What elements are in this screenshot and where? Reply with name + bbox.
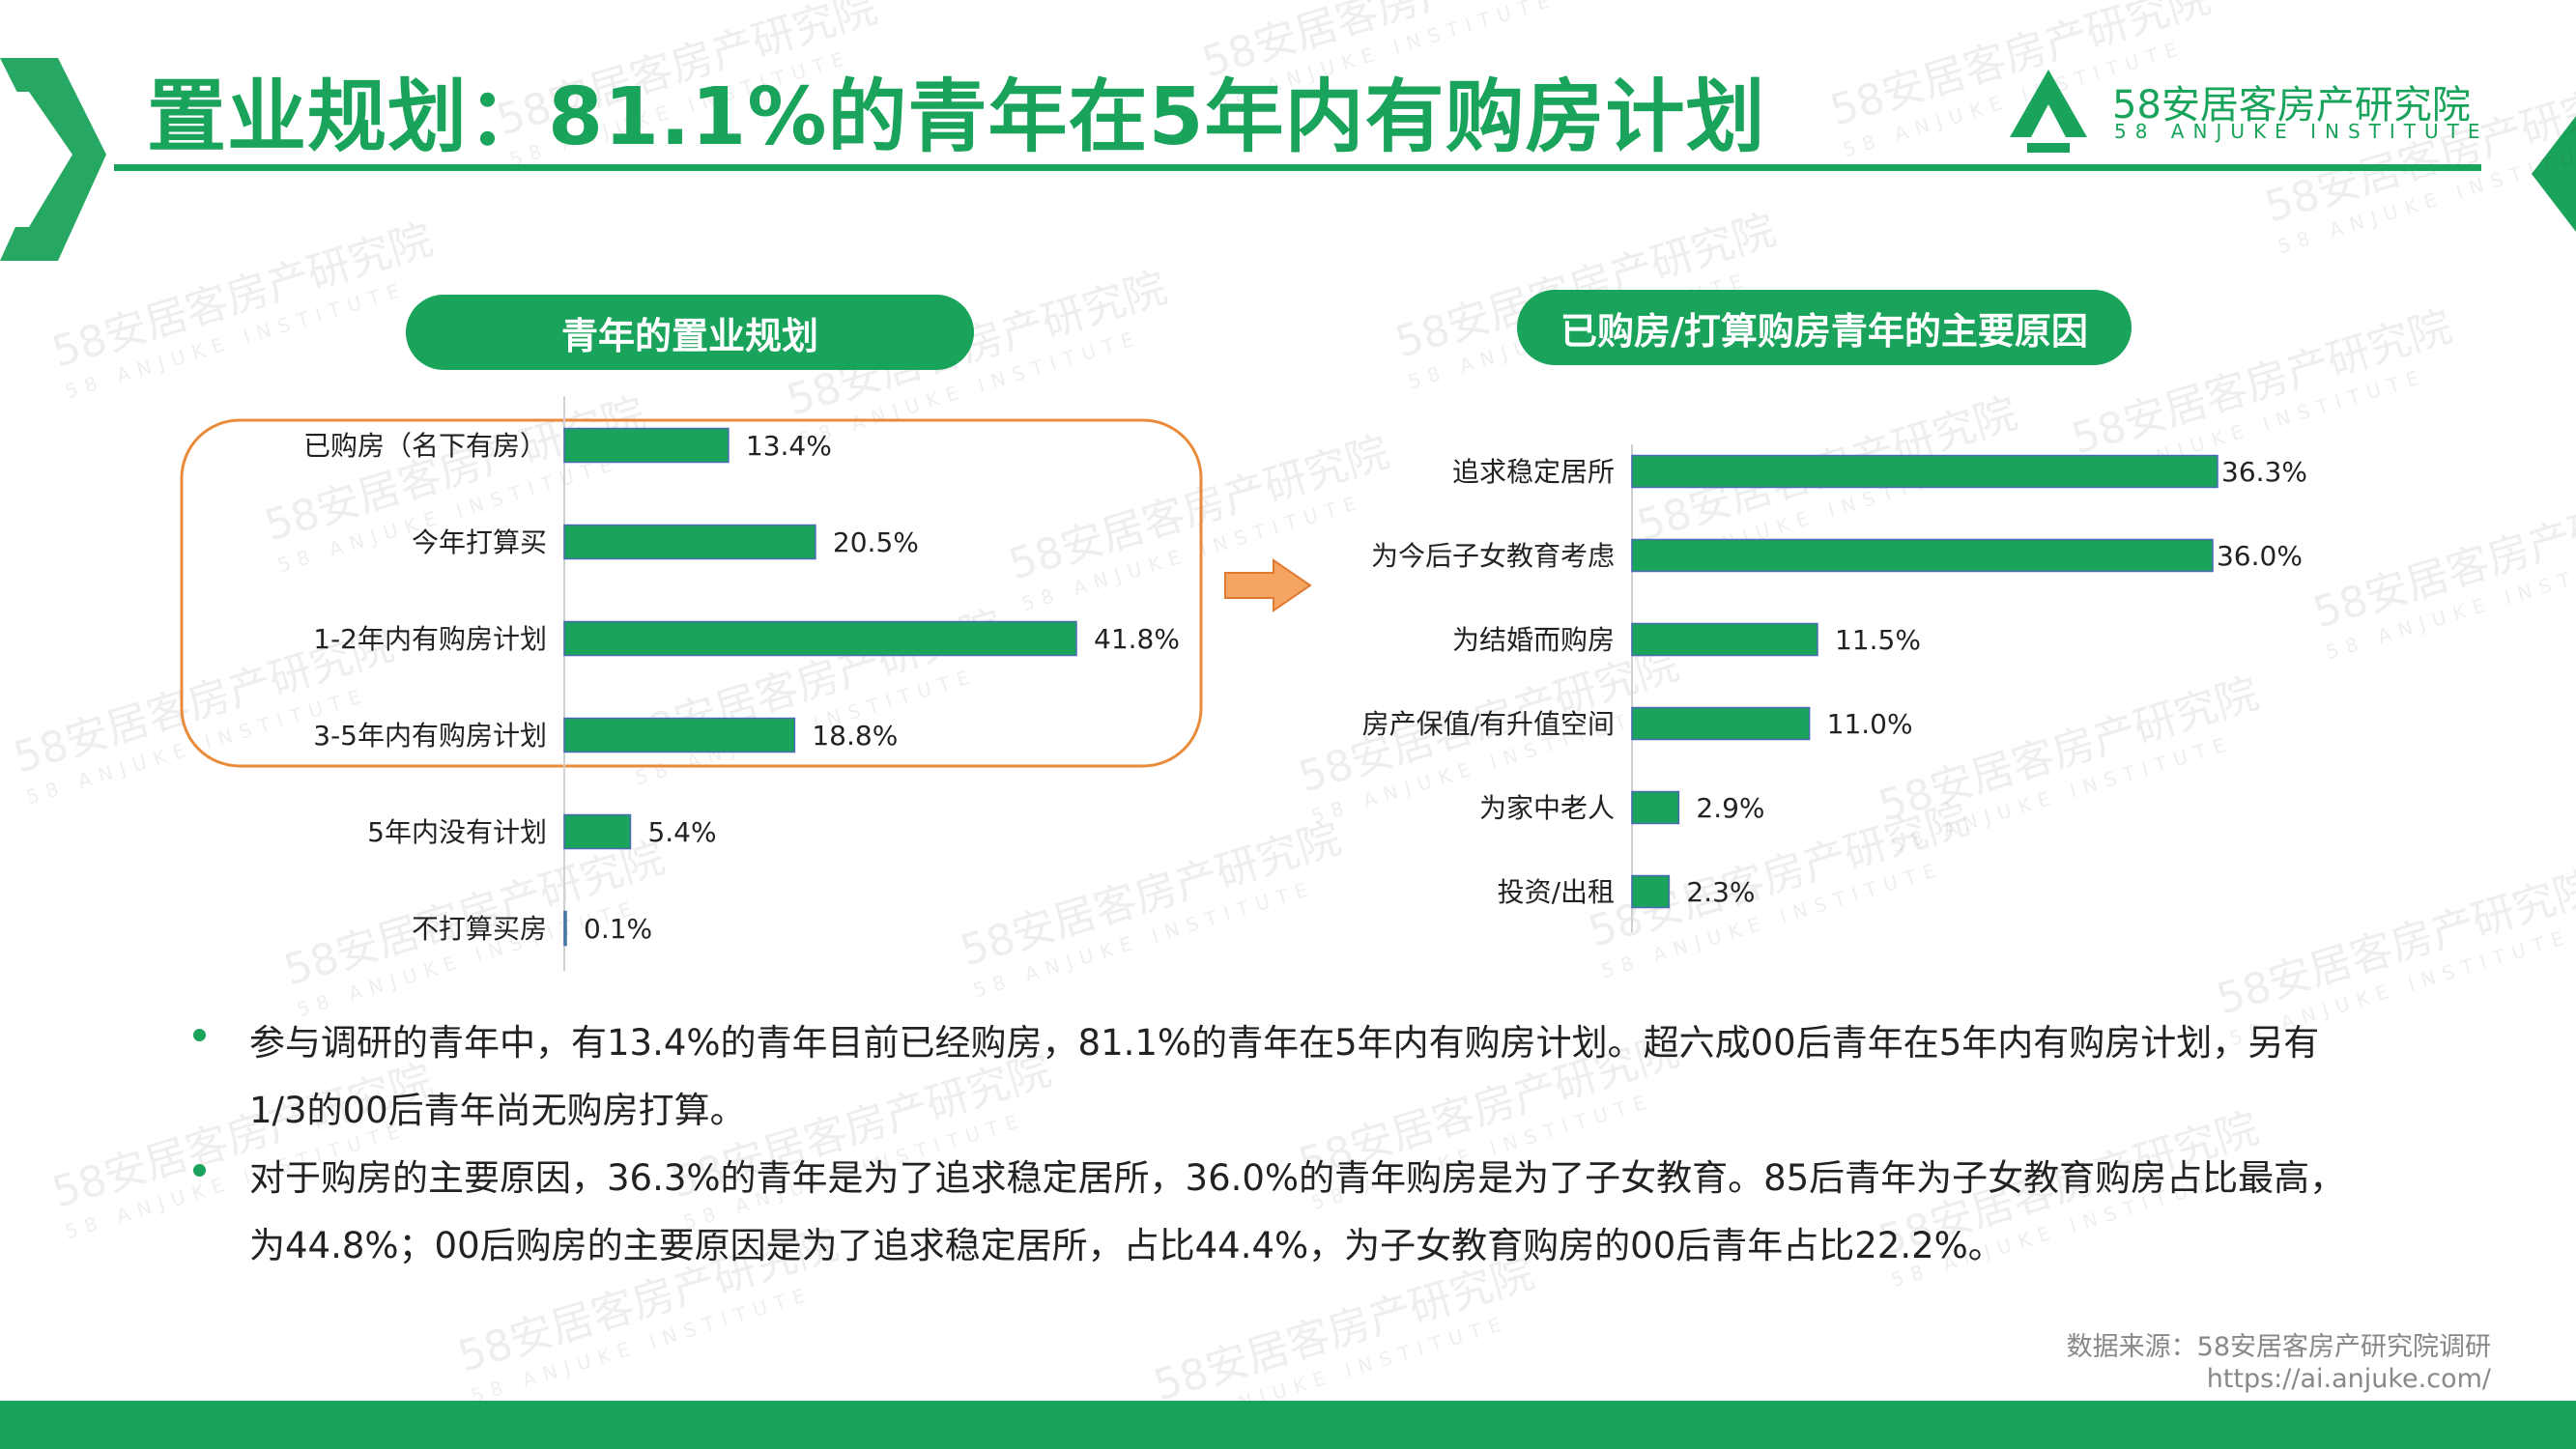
svg-text:58 ANJUKE INSTITUTE: 58 ANJUKE INSTITUTE (1646, 451, 1993, 578)
category-label: 为家中老人 (1479, 792, 1615, 824)
bar (1631, 454, 2218, 489)
bar (563, 717, 796, 753)
data-label: 36.0% (2217, 540, 2303, 572)
category-label: 今年打算买 (412, 526, 547, 558)
category-label: 投资/出租 (1498, 876, 1615, 908)
bar (563, 427, 730, 464)
category-label: 已购房（名下有房） (303, 430, 547, 462)
data-label: 5.4% (647, 816, 716, 848)
data-label: 0.1% (584, 913, 652, 945)
svg-text:58 ANJUKE INSTITUTE: 58 ANJUKE INSTITUTE (1598, 857, 1945, 983)
svg-text:58安居客房产研究院: 58安居客房产研究院 (259, 388, 650, 551)
svg-text:58安居客房产研究院: 58安居客房产研究院 (955, 813, 1346, 976)
bar (563, 524, 816, 560)
category-label: 为今后子女教育考虑 (1371, 540, 1615, 572)
category-label: 房产保值/有升值空间 (1362, 708, 1615, 740)
svg-text:58安居客房产研究院: 58安居客房产研究院 (1003, 427, 1394, 589)
svg-text:58 ANJUKE INSTITUTE: 58 ANJUKE INSTITUTE (970, 876, 1317, 1003)
svg-text:58安居客房产研究院: 58安居客房产研究院 (1631, 388, 2022, 551)
svg-text:58安居客房产研究院: 58安居客房产研究院 (278, 833, 670, 995)
category-label: 5年内没有计划 (367, 816, 547, 848)
left-chart-title: 青年的置业规划 (406, 295, 974, 370)
category-label: 3-5年内有购房计划 (313, 720, 547, 752)
page-title: 置业规划：81.1%的青年在5年内有购房计划 (147, 71, 1766, 163)
bar (563, 910, 567, 947)
svg-text:58 ANJUKE INSTITUTE: 58 ANJUKE INSTITUTE (632, 664, 979, 790)
svg-text:58 ANJUKE INSTITUTE: 58 ANJUKE INSTITUTE (62, 277, 409, 404)
bar (1631, 622, 1818, 657)
title-underline (114, 164, 2481, 171)
svg-text:58安居客房产研究院: 58安居客房产研究院 (1293, 639, 1684, 802)
svg-text:58 ANJUKE INSTITUTE: 58 ANJUKE INSTITUTE (274, 451, 621, 578)
svg-text:58安居客房产研究院: 58安居客房产研究院 (2211, 862, 2576, 1024)
svg-text:58 ANJUKE INSTITUTE: 58 ANJUKE INSTITUTE (2081, 364, 2428, 491)
bar (1631, 874, 1671, 909)
source-url-link[interactable]: https://ai.anjuke.com/ (2206, 1364, 2491, 1394)
bullet-dot (193, 1164, 206, 1177)
category-label: 1-2年内有购房计划 (313, 623, 547, 655)
data-label: 13.4% (746, 430, 832, 462)
logo-text-cn: 58安居客房产研究院 (2112, 83, 2471, 128)
bar (563, 620, 1077, 657)
bar (1631, 790, 1680, 825)
svg-text:58 ANJUKE INSTITUTE: 58 ANJUKE INSTITUTE (468, 1282, 815, 1408)
svg-text:58 ANJUKE INSTITUTE: 58 ANJUKE INSTITUTE (294, 895, 641, 1022)
data-label: 18.8% (812, 720, 898, 752)
data-label: 11.0% (1827, 708, 1913, 740)
bar (563, 813, 632, 850)
svg-text:58安居客房产研究院: 58安居客房产研究院 (616, 601, 1008, 763)
svg-text:58安居客房产研究院: 58安居客房产研究院 (8, 620, 399, 782)
data-label: 20.5% (833, 526, 919, 558)
highlight-box (180, 418, 1203, 768)
footer-bar (0, 1401, 2576, 1449)
svg-text:58 ANJUKE INSTITUTE: 58 ANJUKE INSTITUTE (1018, 490, 1365, 616)
svg-text:58 ANJUKE INSTITUTE: 58 ANJUKE INSTITUTE (1308, 702, 1655, 829)
logo-text-en: 58 ANJUKE INSTITUTE (2114, 120, 2489, 143)
logo-icon (2010, 70, 2087, 153)
svg-text:58安居客房产研究院: 58安居客房产研究院 (1583, 794, 1974, 956)
arrow-icon (1224, 558, 1312, 612)
data-label: 2.3% (1686, 876, 1755, 908)
category-label: 不打算买房 (412, 913, 547, 945)
left-chevron-decoration (0, 58, 106, 261)
data-label: 2.9% (1696, 792, 1764, 824)
data-label: 11.5% (1835, 624, 1921, 656)
svg-text:58安居客房产研究院: 58安居客房产研究院 (2307, 475, 2576, 638)
svg-text:58 ANJUKE INSTITUTE: 58 ANJUKE INSTITUTE (2323, 538, 2576, 665)
category-label: 追求稳定居所 (1452, 456, 1615, 488)
bar (1631, 538, 2214, 573)
data-source-note: 数据来源：58安居客房产研究院调研 (2066, 1332, 2491, 1362)
svg-text:58 ANJUKE INSTITUTE: 58 ANJUKE INSTITUTE (23, 683, 370, 810)
right-chart-title: 已购房/打算购房青年的主要原因 (1517, 290, 2132, 365)
svg-text:58 ANJUKE INSTITUTE: 58 ANJUKE INSTITUTE (1888, 731, 2235, 858)
bullet-dot (193, 1029, 206, 1041)
category-label: 为结婚而购房 (1452, 624, 1615, 656)
svg-text:58安居客房产研究院: 58安居客房产研究院 (1873, 668, 2264, 831)
data-label: 36.3% (2221, 456, 2307, 488)
summary-bullet-2: 对于购房的主要原因，36.3%的青年是为了追求稳定居所，36.0%的青年购房是为… (249, 1157, 2346, 1266)
data-label: 41.8% (1094, 623, 1180, 655)
summary-bullet-1: 参与调研的青年中，有13.4%的青年目前已经购房，81.1%的青年在5年内有购房… (249, 1022, 2320, 1131)
bar (1631, 706, 1811, 741)
